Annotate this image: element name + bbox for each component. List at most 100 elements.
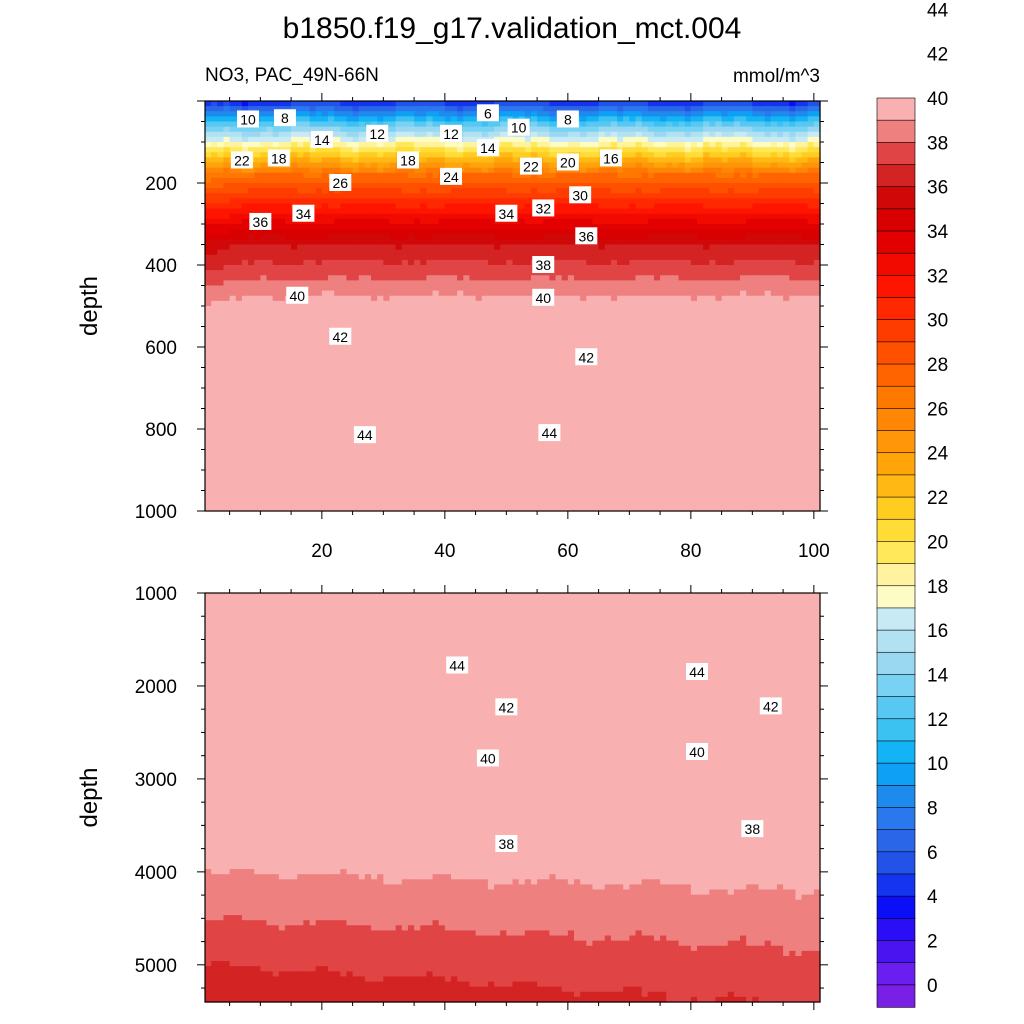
colorbar-tick-label: 36 [927,178,948,199]
colorbar: 0246810121416182022242628303234363840424… [876,0,949,1008]
y-tick-label: 200 [145,174,177,195]
contour-label: 22 [519,157,542,175]
contour-label: 12 [440,124,462,142]
colorbar-tick-label: 18 [927,577,948,598]
contour-label: 44 [538,424,561,442]
figure-title: b1850.f19_g17.validation_mct.004 [283,12,742,45]
colorbar-swatch [876,895,916,920]
contour-label: 20 [556,153,579,171]
colorbar-tick-label: 44 [927,0,949,21]
colorbar-swatch [876,674,916,698]
contour-fill [205,101,821,512]
contour-label: 32 [532,199,555,217]
contour-label: 18 [396,151,419,169]
colorbar-swatch [876,984,916,1008]
y-tick-label: 1000 [135,584,177,605]
colorbar-swatch [876,807,916,831]
x-tick-label: 80 [680,541,701,562]
y-axis-label: depth [76,276,103,336]
colorbar-swatch [876,208,916,232]
subtitle-units: mmol/m^3 [733,66,820,87]
colorbar-swatch [876,408,916,432]
colorbar-swatch [876,230,916,254]
colorbar-tick-label: 20 [927,532,948,553]
contour-label: 36 [249,212,272,230]
colorbar-tick-label: 0 [927,976,938,997]
contour-label: 40 [532,288,555,306]
colorbar-swatch [876,275,916,299]
colorbar-swatch [876,97,916,121]
colorbar-swatch [876,164,916,188]
y-tick-label: 2000 [135,677,177,698]
colorbar-swatch [876,563,916,587]
colorbar-swatch [876,452,916,476]
colorbar-swatch [876,740,916,764]
colorbar-swatch [876,385,916,410]
contour-label: 44 [446,656,469,674]
y-tick-label: 400 [145,256,177,277]
lower-contour-panel: 1000 2000 3000 4000 5000 depth 44 44 42 42 40 40 38 3… [76,584,828,1010]
y-tick-label: 600 [145,338,177,359]
colorbar-tick-label: 34 [927,222,949,243]
contour-label: 42 [759,697,782,715]
contour-label: 42 [575,348,598,366]
colorbar-tick-label: 24 [927,444,949,465]
contour-label: 22 [230,151,253,169]
colorbar-tick-label: 2 [927,932,938,953]
colorbar-swatch [876,651,916,676]
colorbar-swatch [876,541,916,565]
colorbar-swatch [876,940,916,964]
contour-fill [205,593,821,1003]
contour-label: 18 [267,149,290,167]
colorbar-swatch [876,718,916,742]
contour-label: 10 [507,118,530,136]
y-tick-label: 800 [145,420,177,441]
contour-label: 40 [286,286,309,304]
contour-label: 16 [599,149,622,167]
contour-label: 10 [237,110,260,128]
colorbar-tick-label: 14 [927,665,949,686]
colorbar-tick-label: 26 [927,399,948,420]
x-tick-label: 100 [798,541,830,562]
colorbar-swatch [876,341,916,365]
contour-label: 14 [476,139,499,157]
colorbar-swatch [876,696,916,720]
colorbar-tick-label: 40 [927,89,948,110]
plot-frame [204,592,821,1003]
colorbar-swatch [876,607,916,631]
colorbar-swatch [876,629,916,653]
contour-label: 38 [741,820,764,838]
colorbar-swatch [876,762,916,786]
colorbar-swatch [876,474,916,498]
colorbar-tick-label: 32 [927,266,948,287]
colorbar-swatch [876,518,916,543]
colorbar-tick-label: 30 [927,311,948,332]
x-tick-label: 20 [311,541,332,562]
colorbar-tick-label: 28 [927,355,948,376]
contour-label: 14 [310,130,333,148]
colorbar-swatch [876,918,916,942]
y-tick-label: 1000 [135,502,177,523]
x-tick-label: 60 [557,541,578,562]
colorbar-swatch [876,119,916,144]
colorbar-tick-label: 10 [927,754,948,775]
upper-contour-panel: 20 40 60 80 100 200 400 600 800 1000 depth 10 8 14 12 1… [76,93,830,562]
contour-label: 44 [353,426,376,444]
contour-label: 40 [476,749,499,767]
y-axis-label: depth [76,767,103,827]
colorbar-swatch [876,851,916,875]
contour-label: 40 [686,742,708,760]
contour-label: 12 [366,124,389,142]
contour-label: 38 [495,834,518,852]
contour-label: 42 [329,327,352,345]
contour-label: 24 [440,167,462,185]
contour-label: 26 [329,174,352,191]
contour-label: 42 [495,698,518,716]
colorbar-swatch [876,252,916,277]
colorbar-swatch [876,873,916,897]
colorbar-swatch [876,186,916,210]
contour-label: 38 [532,256,555,273]
y-tick-label: 4000 [135,863,177,884]
colorbar-tick-label: 12 [927,710,948,731]
